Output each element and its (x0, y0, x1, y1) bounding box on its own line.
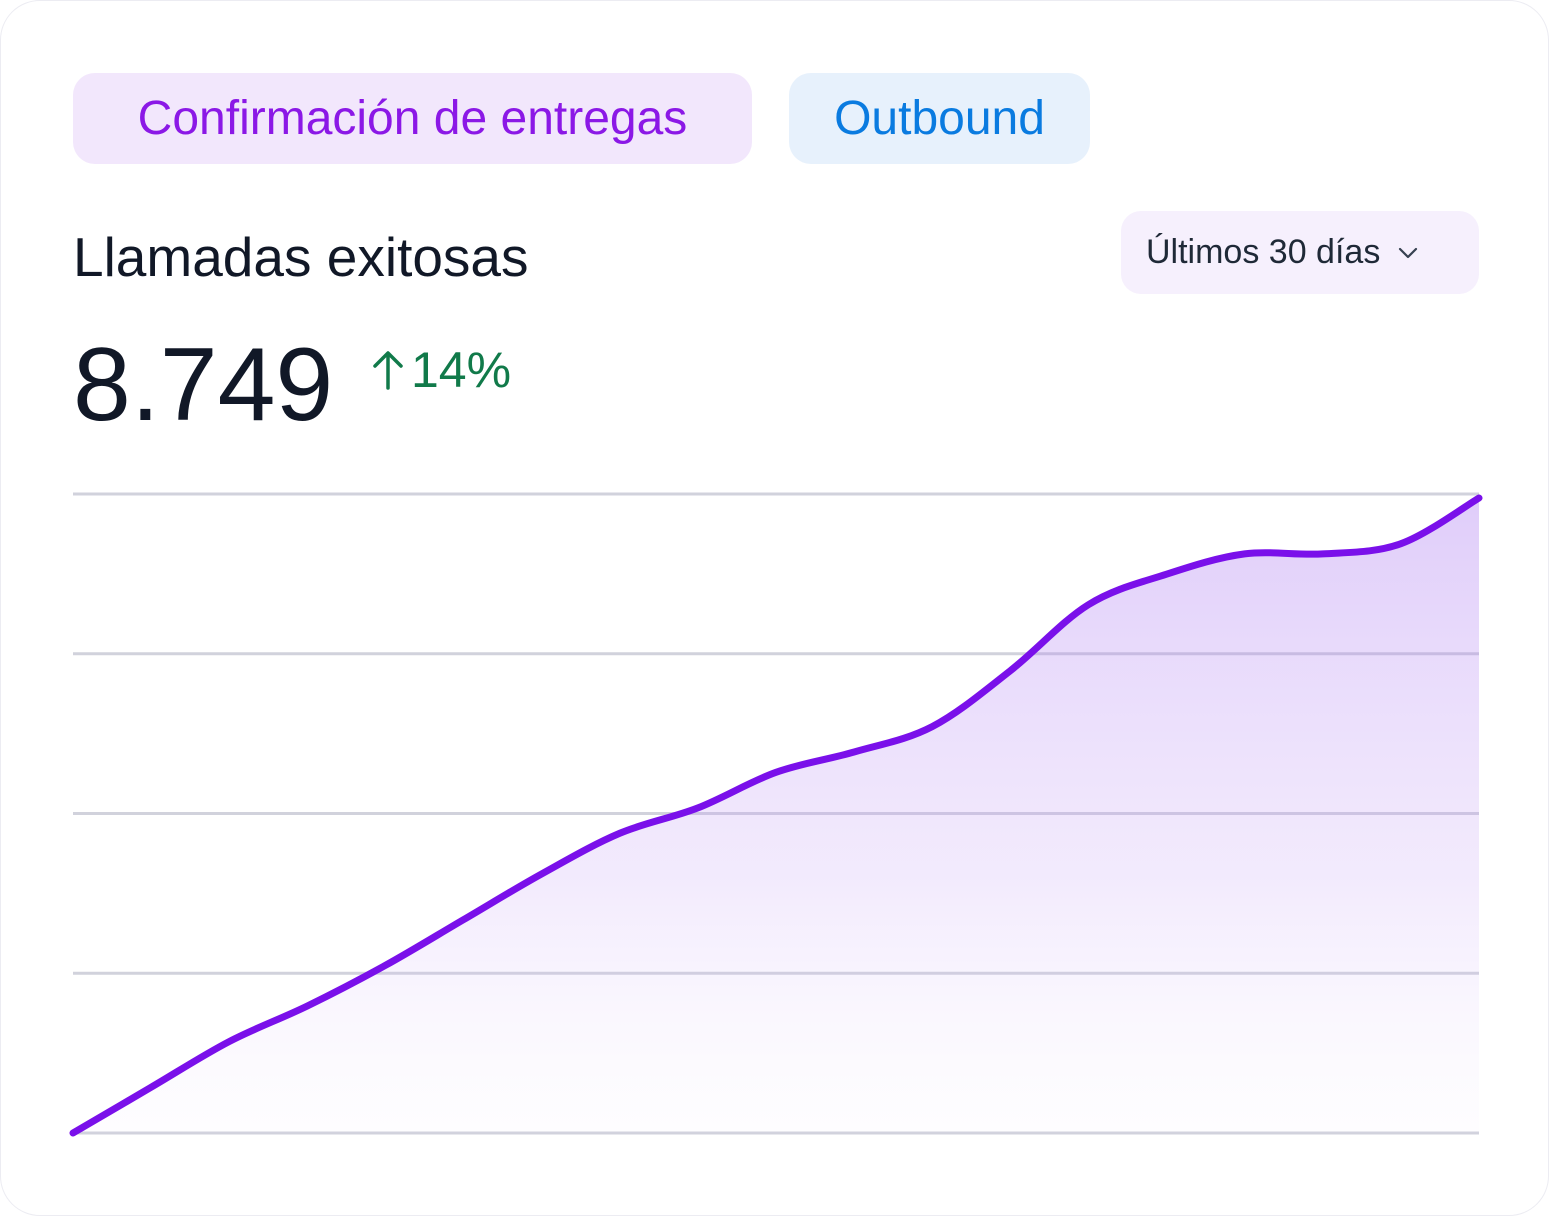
date-range-label: Últimos 30 días (1146, 233, 1381, 271)
chart-area-fill (73, 498, 1479, 1133)
metric-title: Llamadas exitosas (73, 226, 529, 288)
chevron-down-icon (1399, 247, 1418, 258)
tag-delivery-confirmation[interactable]: Confirmación de entregas (73, 73, 752, 164)
metric-change-value: 14% (411, 342, 512, 398)
arrow-up-icon (373, 351, 403, 390)
tag-outbound[interactable]: Outbound (789, 73, 1090, 164)
tag-outbound-label: Outbound (834, 92, 1045, 145)
metric-value: 8.749 (73, 327, 334, 443)
metric-change: 14% (371, 341, 511, 399)
chart-series-line (69, 494, 1483, 1137)
date-range-dropdown[interactable]: Últimos 30 días (1121, 211, 1479, 294)
tag-group: Confirmación de entregas Outbound (73, 73, 1090, 164)
tag-delivery-confirmation-label: Confirmación de entregas (137, 92, 688, 145)
